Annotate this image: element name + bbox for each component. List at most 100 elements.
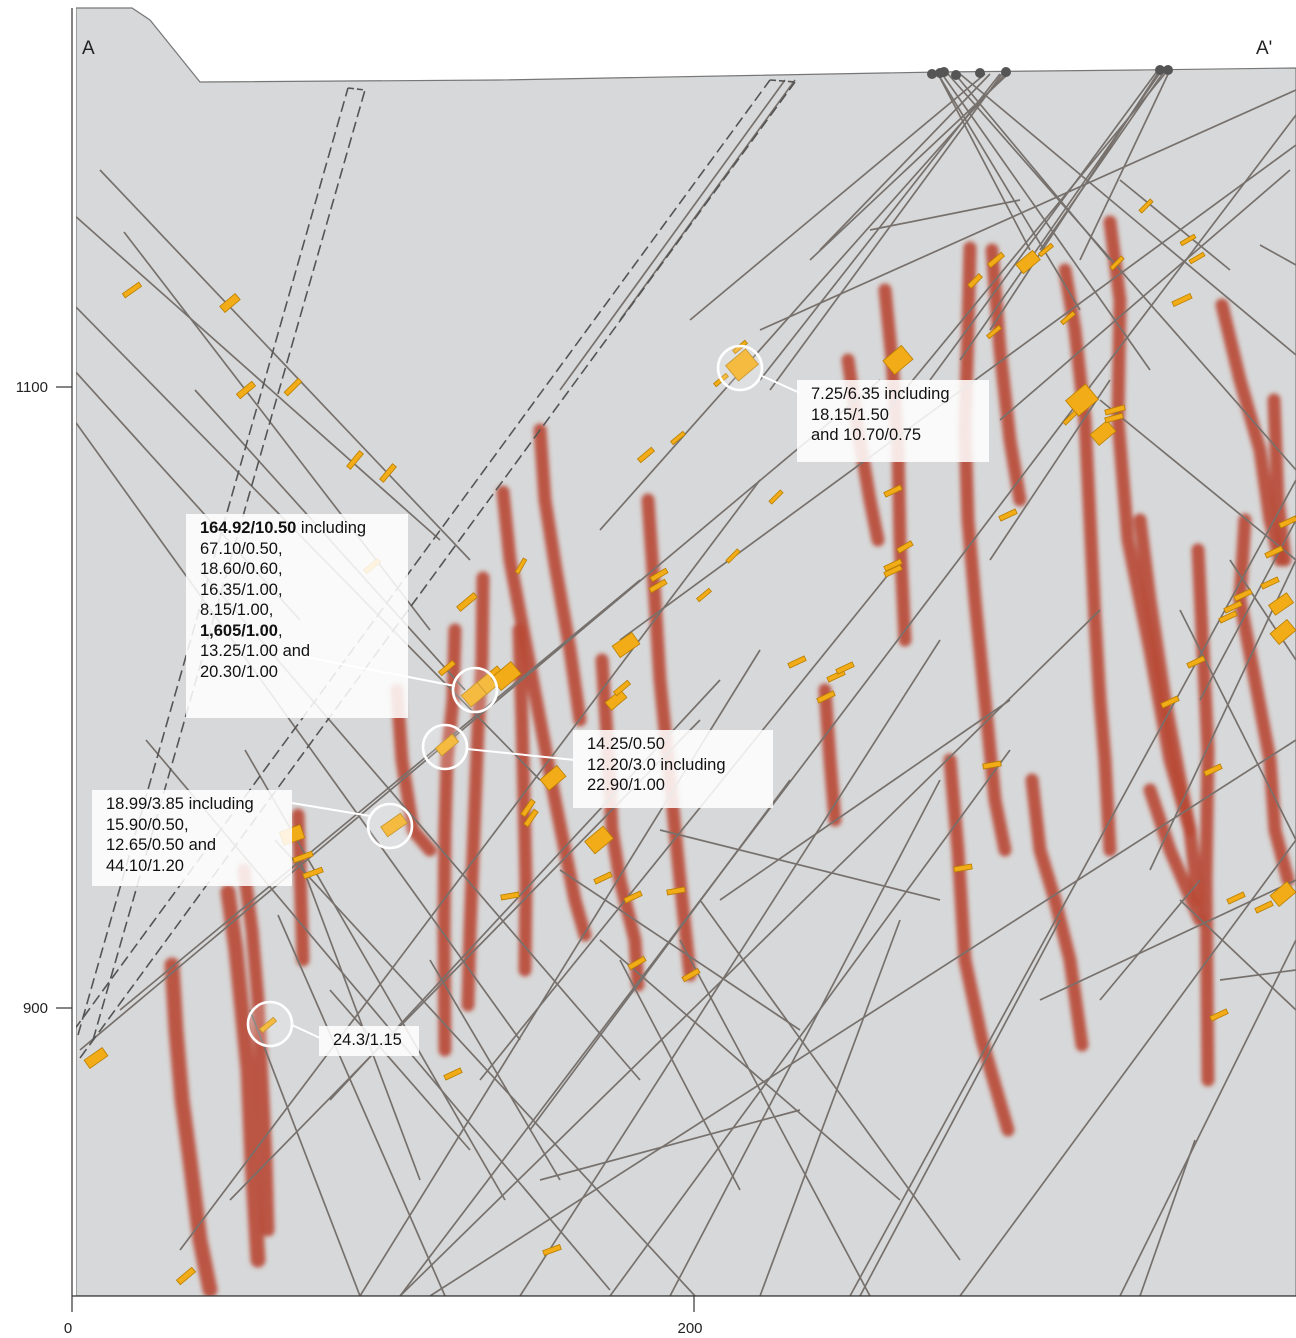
highlight-circle <box>451 666 499 714</box>
drill-hole-trace <box>1119 179 1231 271</box>
drill-collar <box>939 67 949 77</box>
callout-line: 20.30/1.00 <box>200 662 398 683</box>
drill-hole-trace <box>959 839 1296 1296</box>
assay-intercept <box>83 1047 109 1069</box>
vein-trace <box>512 623 533 977</box>
assay-intercept <box>835 661 855 675</box>
callout-line: 18.15/1.50 <box>811 405 979 426</box>
assay-intercept <box>1223 600 1243 614</box>
drill-hole-trace <box>819 73 991 251</box>
callout-text: 20.30/1.00 <box>200 662 278 681</box>
drill-hole-trace <box>1219 969 1296 981</box>
section-end-label: A' <box>1256 38 1272 59</box>
callout-text: 13.25/1.00 and <box>200 642 311 660</box>
drill-hole-trace <box>609 749 1011 1296</box>
drill-hole-trace <box>759 89 1296 331</box>
assay-intercept <box>1109 255 1125 271</box>
drill-hole-trace <box>76 215 441 541</box>
callout-text: 67.10/0.50, <box>200 539 283 558</box>
assay-intercept <box>380 812 408 838</box>
vein-trace <box>958 241 1012 857</box>
callout-text: 12.20/3.0 including <box>587 755 726 774</box>
assay-intercept <box>883 564 903 578</box>
section-start-label: A <box>82 38 95 59</box>
drill-hole-trace <box>869 199 1021 231</box>
drill-hole-trace <box>959 73 1296 356</box>
drill-hole-trace <box>399 114 1296 1296</box>
vein-trace <box>985 243 1027 507</box>
drill-hole-trace <box>1099 879 1201 1001</box>
drill-hole-trace <box>1119 939 1296 1296</box>
assay-intercept <box>649 567 669 583</box>
section-plot-area <box>76 7 1296 1296</box>
assay-intercept <box>1260 576 1280 590</box>
assay-intercept <box>1188 251 1206 265</box>
callout-line: 12.20/3.0 including <box>587 755 763 776</box>
assay-intercept <box>542 1244 562 1256</box>
vein-trace <box>1215 298 1287 567</box>
drill-hole-trace <box>679 939 871 1296</box>
assay-intercept <box>346 450 364 470</box>
drill-hole-trace <box>99 169 471 561</box>
assay-intercept <box>882 344 914 376</box>
callout-text: 18.60/0.60, <box>200 560 283 578</box>
drill-hole-trace <box>759 919 901 1296</box>
vein-trace <box>1143 783 1207 927</box>
drill-hole-trace <box>559 79 786 391</box>
assay-intercepts <box>83 198 1296 1286</box>
assay-intercept <box>1065 383 1099 417</box>
assay-intercept <box>235 380 257 400</box>
callout-line: 16.35/1.00, <box>200 580 398 601</box>
assay-intercept <box>1218 610 1238 624</box>
assay-callout-3: 14.25/0.50 12.20/3.0 including 22.90/1.00 <box>573 730 773 808</box>
assay-intercept <box>121 281 143 299</box>
assay-intercept <box>648 578 668 594</box>
assay-intercept <box>1203 763 1223 777</box>
drill-hole-trace <box>989 379 1111 561</box>
callout-leader-line <box>291 802 371 817</box>
drill-hole-trace <box>299 859 421 1181</box>
drill-hole-trace <box>719 699 1011 901</box>
vein-trace <box>1058 263 1117 857</box>
drill-hole-trace <box>809 73 1009 261</box>
assay-intercept <box>539 765 567 791</box>
assay-intercept <box>1062 410 1078 426</box>
callout-line: 164.92/10.50 including <box>200 518 398 539</box>
vein-trace <box>1233 513 1295 887</box>
assay-intercept <box>175 1266 197 1286</box>
assay-intercept <box>604 689 628 711</box>
drill-hole-trace <box>1079 69 1171 261</box>
vein-trace <box>1267 393 1292 567</box>
assay-intercept <box>986 324 1002 340</box>
callout-text: 12.65/0.50 and <box>106 836 217 854</box>
assay-intercept <box>379 463 397 483</box>
drill-collar <box>951 70 961 80</box>
assay-intercept <box>1269 619 1296 645</box>
callout-leader-line <box>291 1024 321 1039</box>
drill-hole-trace <box>1229 559 1296 661</box>
assay-intercept <box>1179 233 1197 247</box>
assay-intercept <box>437 659 457 677</box>
callout-text: 22.90/1.00 <box>587 776 665 794</box>
drill-hole-trace <box>429 959 561 1181</box>
callout-text: including <box>296 519 367 537</box>
assay-intercept <box>768 489 784 505</box>
callout-text: 44.10/1.20 <box>106 856 184 875</box>
vein-trace <box>237 863 275 1237</box>
drill-hole-trace <box>329 989 471 1151</box>
assay-callout-5: 24.3/1.15 <box>319 1026 419 1056</box>
drill-hole-trace <box>277 914 446 1296</box>
callout-text: 14.25/0.50 <box>587 735 665 753</box>
drill-hole-trace <box>1179 899 1296 1011</box>
callout-line: 7.25/6.35 including <box>811 384 979 405</box>
highlight-circle <box>366 802 414 850</box>
assay-intercept <box>1278 515 1296 529</box>
assay-intercept <box>982 760 1002 770</box>
vein-trace <box>496 485 592 942</box>
assay-intercept <box>967 273 983 289</box>
assay-intercept <box>1060 310 1076 326</box>
assay-intercept <box>283 377 303 397</box>
callout-text: including <box>879 385 950 403</box>
callout-line: 44.10/1.20 <box>106 856 282 877</box>
drill-hole-trace <box>249 1009 361 1296</box>
